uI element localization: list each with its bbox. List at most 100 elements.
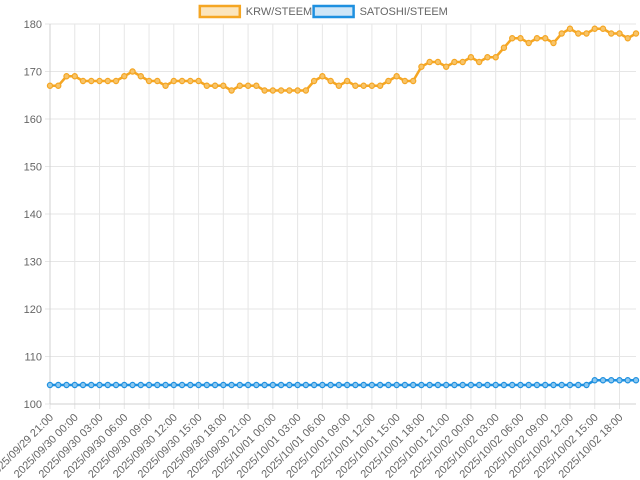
- data-point: [269, 381, 277, 389]
- data-point: [335, 82, 343, 89]
- data-point: [46, 381, 54, 389]
- data-point: [509, 35, 516, 42]
- data-point: [137, 73, 144, 80]
- data-point: [550, 39, 557, 47]
- data-point: [542, 381, 549, 389]
- data-point: [96, 77, 103, 85]
- data-point: [599, 25, 607, 32]
- data-point: [525, 39, 532, 47]
- legend-label: SATOSHI/STEEM: [360, 6, 448, 18]
- series-krw-steem: [46, 25, 640, 94]
- data-point: [261, 87, 268, 94]
- data-point: [393, 381, 400, 389]
- data-point: [121, 73, 128, 80]
- data-point: [632, 377, 640, 384]
- data-point: [294, 381, 301, 389]
- data-point: [244, 381, 252, 389]
- data-point: [302, 381, 310, 389]
- data-point: [583, 30, 590, 37]
- data-point: [211, 381, 219, 389]
- legend-label: KRW/STEEM: [246, 6, 312, 18]
- legend-item-satoshi-steem[interactable]: SATOSHI/STEEM: [312, 4, 448, 19]
- data-point: [517, 35, 524, 42]
- y-tick-label: 140: [24, 209, 42, 221]
- data-point: [525, 381, 532, 389]
- data-point: [253, 82, 260, 89]
- series-layer: [46, 25, 640, 389]
- data-point: [376, 381, 384, 389]
- data-point: [319, 73, 326, 80]
- data-point: [220, 381, 227, 389]
- data-point: [154, 77, 161, 85]
- data-point: [327, 381, 334, 389]
- data-point: [500, 44, 508, 51]
- data-point: [203, 82, 211, 89]
- data-point: [475, 58, 483, 66]
- legend-swatch: [312, 4, 355, 19]
- data-point: [558, 30, 565, 37]
- data-point: [484, 54, 491, 61]
- data-point: [533, 35, 541, 42]
- data-point: [228, 87, 235, 94]
- data-point: [178, 77, 186, 85]
- data-point: [63, 73, 70, 80]
- data-point: [360, 82, 367, 89]
- y-tick-label: 170: [24, 67, 42, 79]
- data-point: [187, 77, 194, 85]
- legend-swatch: [198, 4, 242, 19]
- data-point: [335, 381, 343, 389]
- data-point: [368, 82, 376, 89]
- data-point: [533, 381, 541, 389]
- data-point: [401, 77, 409, 85]
- data-point: [442, 381, 450, 389]
- y-tick-label: 180: [24, 19, 42, 31]
- data-point: [385, 77, 392, 85]
- data-point: [608, 30, 615, 37]
- legend-item-krw-steem[interactable]: KRW/STEEM: [198, 4, 312, 19]
- data-point: [96, 381, 103, 389]
- data-point: [55, 381, 62, 389]
- data-point: [418, 63, 425, 70]
- data-point: [591, 25, 598, 32]
- data-point: [228, 381, 235, 389]
- data-point: [302, 87, 310, 94]
- data-point: [467, 381, 475, 389]
- data-point: [616, 377, 623, 384]
- data-point: [236, 82, 244, 89]
- data-point: [434, 381, 442, 389]
- data-point: [294, 87, 301, 94]
- data-point: [624, 377, 631, 384]
- data-point: [319, 381, 326, 389]
- data-point: [459, 381, 466, 389]
- data-point: [467, 54, 475, 61]
- data-point: [517, 381, 524, 389]
- data-point: [55, 82, 62, 89]
- data-point: [88, 77, 95, 85]
- data-point: [352, 82, 359, 89]
- data-point: [583, 381, 590, 389]
- data-point: [154, 381, 161, 389]
- data-point: [104, 77, 111, 85]
- data-point: [261, 381, 268, 389]
- data-point: [195, 381, 202, 389]
- data-point: [195, 77, 202, 85]
- data-point: [418, 381, 425, 389]
- data-point: [112, 77, 120, 85]
- data-point: [492, 54, 499, 61]
- data-point: [253, 381, 260, 389]
- data-point: [376, 82, 384, 89]
- data-point: [79, 381, 87, 389]
- data-point: [434, 58, 442, 66]
- data-point: [178, 381, 186, 389]
- y-tick-label: 110: [24, 352, 42, 364]
- grid: [45, 23, 636, 409]
- y-tick-label: 120: [24, 304, 42, 316]
- data-point: [451, 381, 458, 389]
- data-point: [145, 381, 153, 389]
- data-point: [550, 381, 557, 389]
- data-point: [220, 82, 227, 89]
- data-point: [509, 381, 516, 389]
- data-point: [426, 381, 433, 389]
